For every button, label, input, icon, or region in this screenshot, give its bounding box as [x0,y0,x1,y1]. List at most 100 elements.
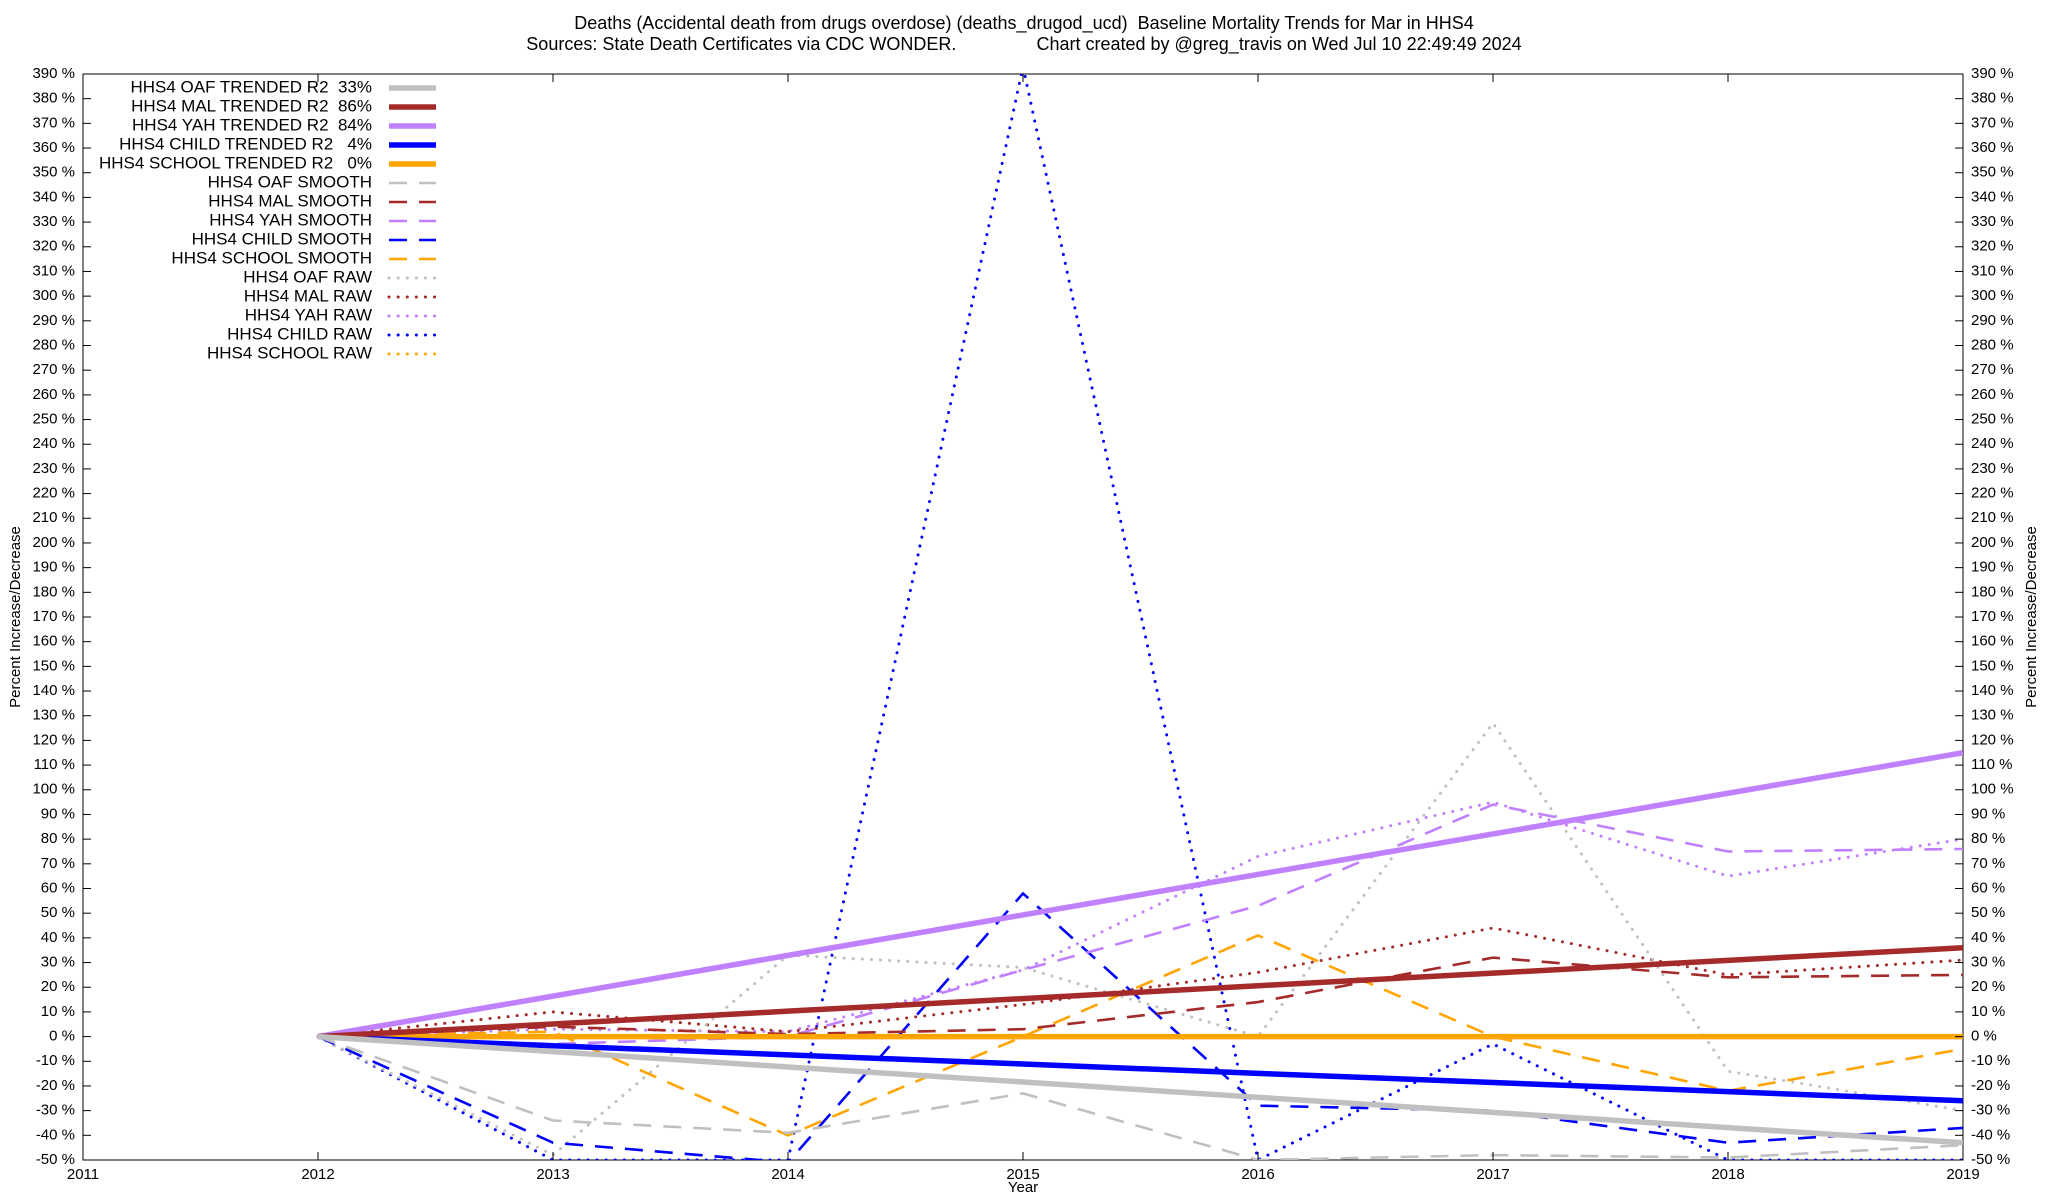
y-tick-label: 60 % [41,879,75,896]
y2-tick-label: 340 % [1971,188,2014,205]
y-tick-label: 310 % [32,262,75,279]
y2-tick-label: 280 % [1971,336,2014,353]
series-line [317,803,1963,1046]
series-line [316,800,1963,1039]
x-tick-label: 2011 [67,1166,99,1183]
legend-label: HHS4 CHILD SMOOTH [192,229,372,248]
x-tick-label: 2017 [1476,1166,1509,1183]
y2-tick-label: 260 % [1971,386,2014,403]
y-tick-label: 0 % [49,1028,75,1045]
y2-tick-label: 40 % [1971,929,2005,946]
y-tick-label: 200 % [32,534,75,551]
y-tick-label: -10 % [36,1052,75,1069]
y2-tick-label: 30 % [1971,954,2005,971]
y-tick-label: 340 % [32,188,75,205]
y-tick-label: 230 % [32,460,75,477]
y2-tick-label: 90 % [1971,805,2005,822]
y2-tick-label: 270 % [1971,361,2014,378]
y2-tick-label: 240 % [1971,435,2014,452]
y2-tick-label: -20 % [1971,1077,2010,1094]
y2-tick-label: 20 % [1971,978,2005,995]
y2-tick-label: 390 % [1971,65,2014,82]
series-line [317,944,1963,1040]
y2-tick-label: 220 % [1971,485,2014,502]
y-tick-label: 250 % [32,411,75,428]
y-tick-label: 30 % [41,954,75,971]
y2-tick-label: 170 % [1971,608,2014,625]
y2-tick-label: 130 % [1971,707,2014,724]
series-line [317,750,1963,1040]
y2-tick-label: 330 % [1971,213,2014,230]
legend-label: HHS4 MAL TRENDED R2 86% [131,96,372,115]
legend-label: HHS4 SCHOOL RAW [207,343,372,362]
chart-subtitle: Sources: State Death Certificates via CD… [526,34,1521,55]
y-tick-label: -20 % [36,1077,75,1094]
chart-title: Deaths (Accidental death from drugs over… [574,13,1473,34]
series-line [317,892,1963,1160]
y-tick-label: 100 % [32,781,75,798]
x-axis-label: Year [1008,1179,1038,1196]
y-tick-label: 270 % [32,361,75,378]
y-tick-label: 90 % [41,805,75,822]
series-line [316,926,1963,1039]
y2-tick-label: 370 % [1971,114,2014,131]
y2-tick-label: 80 % [1971,830,2005,847]
y2-tick-label: 50 % [1971,904,2005,921]
y2-tick-label: 200 % [1971,534,2014,551]
y-tick-label: 150 % [32,657,75,674]
y2-tick-label: 70 % [1971,855,2005,872]
x-tick-label: 2014 [771,1166,804,1183]
y-tick-label: 300 % [32,287,75,304]
y-tick-label: 240 % [32,435,75,452]
legend-label: HHS4 CHILD RAW [227,324,372,343]
legend-label: HHS4 OAF SMOOTH [208,172,372,191]
y2-tick-label: 60 % [1971,879,2005,896]
y-tick-label: 10 % [41,1003,75,1020]
y-tick-label: 50 % [41,904,75,921]
legend-label: HHS4 MAL RAW [244,286,372,305]
legend-label: HHS4 YAH SMOOTH [209,210,372,229]
y-tick-label: 180 % [32,583,75,600]
series-line [317,956,1963,1038]
y-tick-label: 220 % [32,485,75,502]
y2-tick-label: 0 % [1971,1028,1997,1045]
legend-label: HHS4 OAF RAW [243,267,372,286]
y-tick-label: 20 % [41,978,75,995]
y-tick-label: 210 % [32,509,75,526]
y-tick-label: 360 % [32,139,75,156]
y-tick-label: -50 % [36,1151,75,1168]
y-tick-label: -30 % [36,1102,75,1119]
x-tick-label: 2019 [1946,1166,1979,1183]
y2-tick-label: 310 % [1971,262,2014,279]
y2-tick-label: 100 % [1971,781,2014,798]
y-tick-label: 260 % [32,386,75,403]
legend-label: HHS4 SCHOOL TRENDED R2 0% [99,153,372,172]
series-line [317,1035,1963,1160]
y2-tick-label: 320 % [1971,238,2014,255]
legend-label: HHS4 CHILD TRENDED R2 4% [119,134,372,153]
x-tick-label: 2016 [1241,1166,1274,1183]
x-tick-label: 2013 [536,1166,569,1183]
legend-label: HHS4 YAH RAW [245,305,372,324]
y-tick-label: 320 % [32,238,75,255]
y-tick-label: 290 % [32,312,75,329]
series-line [317,1033,1963,1146]
y2-tick-label: 180 % [1971,583,2014,600]
legend-label: HHS4 MAL SMOOTH [208,191,372,210]
y2-tick-label: 160 % [1971,633,2014,650]
y2-tick-label: 250 % [1971,411,2014,428]
y2-tick-label: 360 % [1971,139,2014,156]
y-tick-label: 110 % [34,756,75,773]
y2-tick-label: 150 % [1971,657,2014,674]
y-tick-label: 160 % [32,633,75,650]
y-tick-label: 40 % [41,929,75,946]
y2-axis-label: Percent Increase/Decrease [2023,526,2040,708]
y2-tick-label: -30 % [1971,1102,2010,1119]
y-tick-label: 190 % [32,559,75,576]
y-tick-label: 120 % [32,731,75,748]
y2-tick-label: 300 % [1971,287,2014,304]
y-tick-label: 280 % [32,336,75,353]
y2-tick-label: 10 % [1971,1003,2005,1020]
